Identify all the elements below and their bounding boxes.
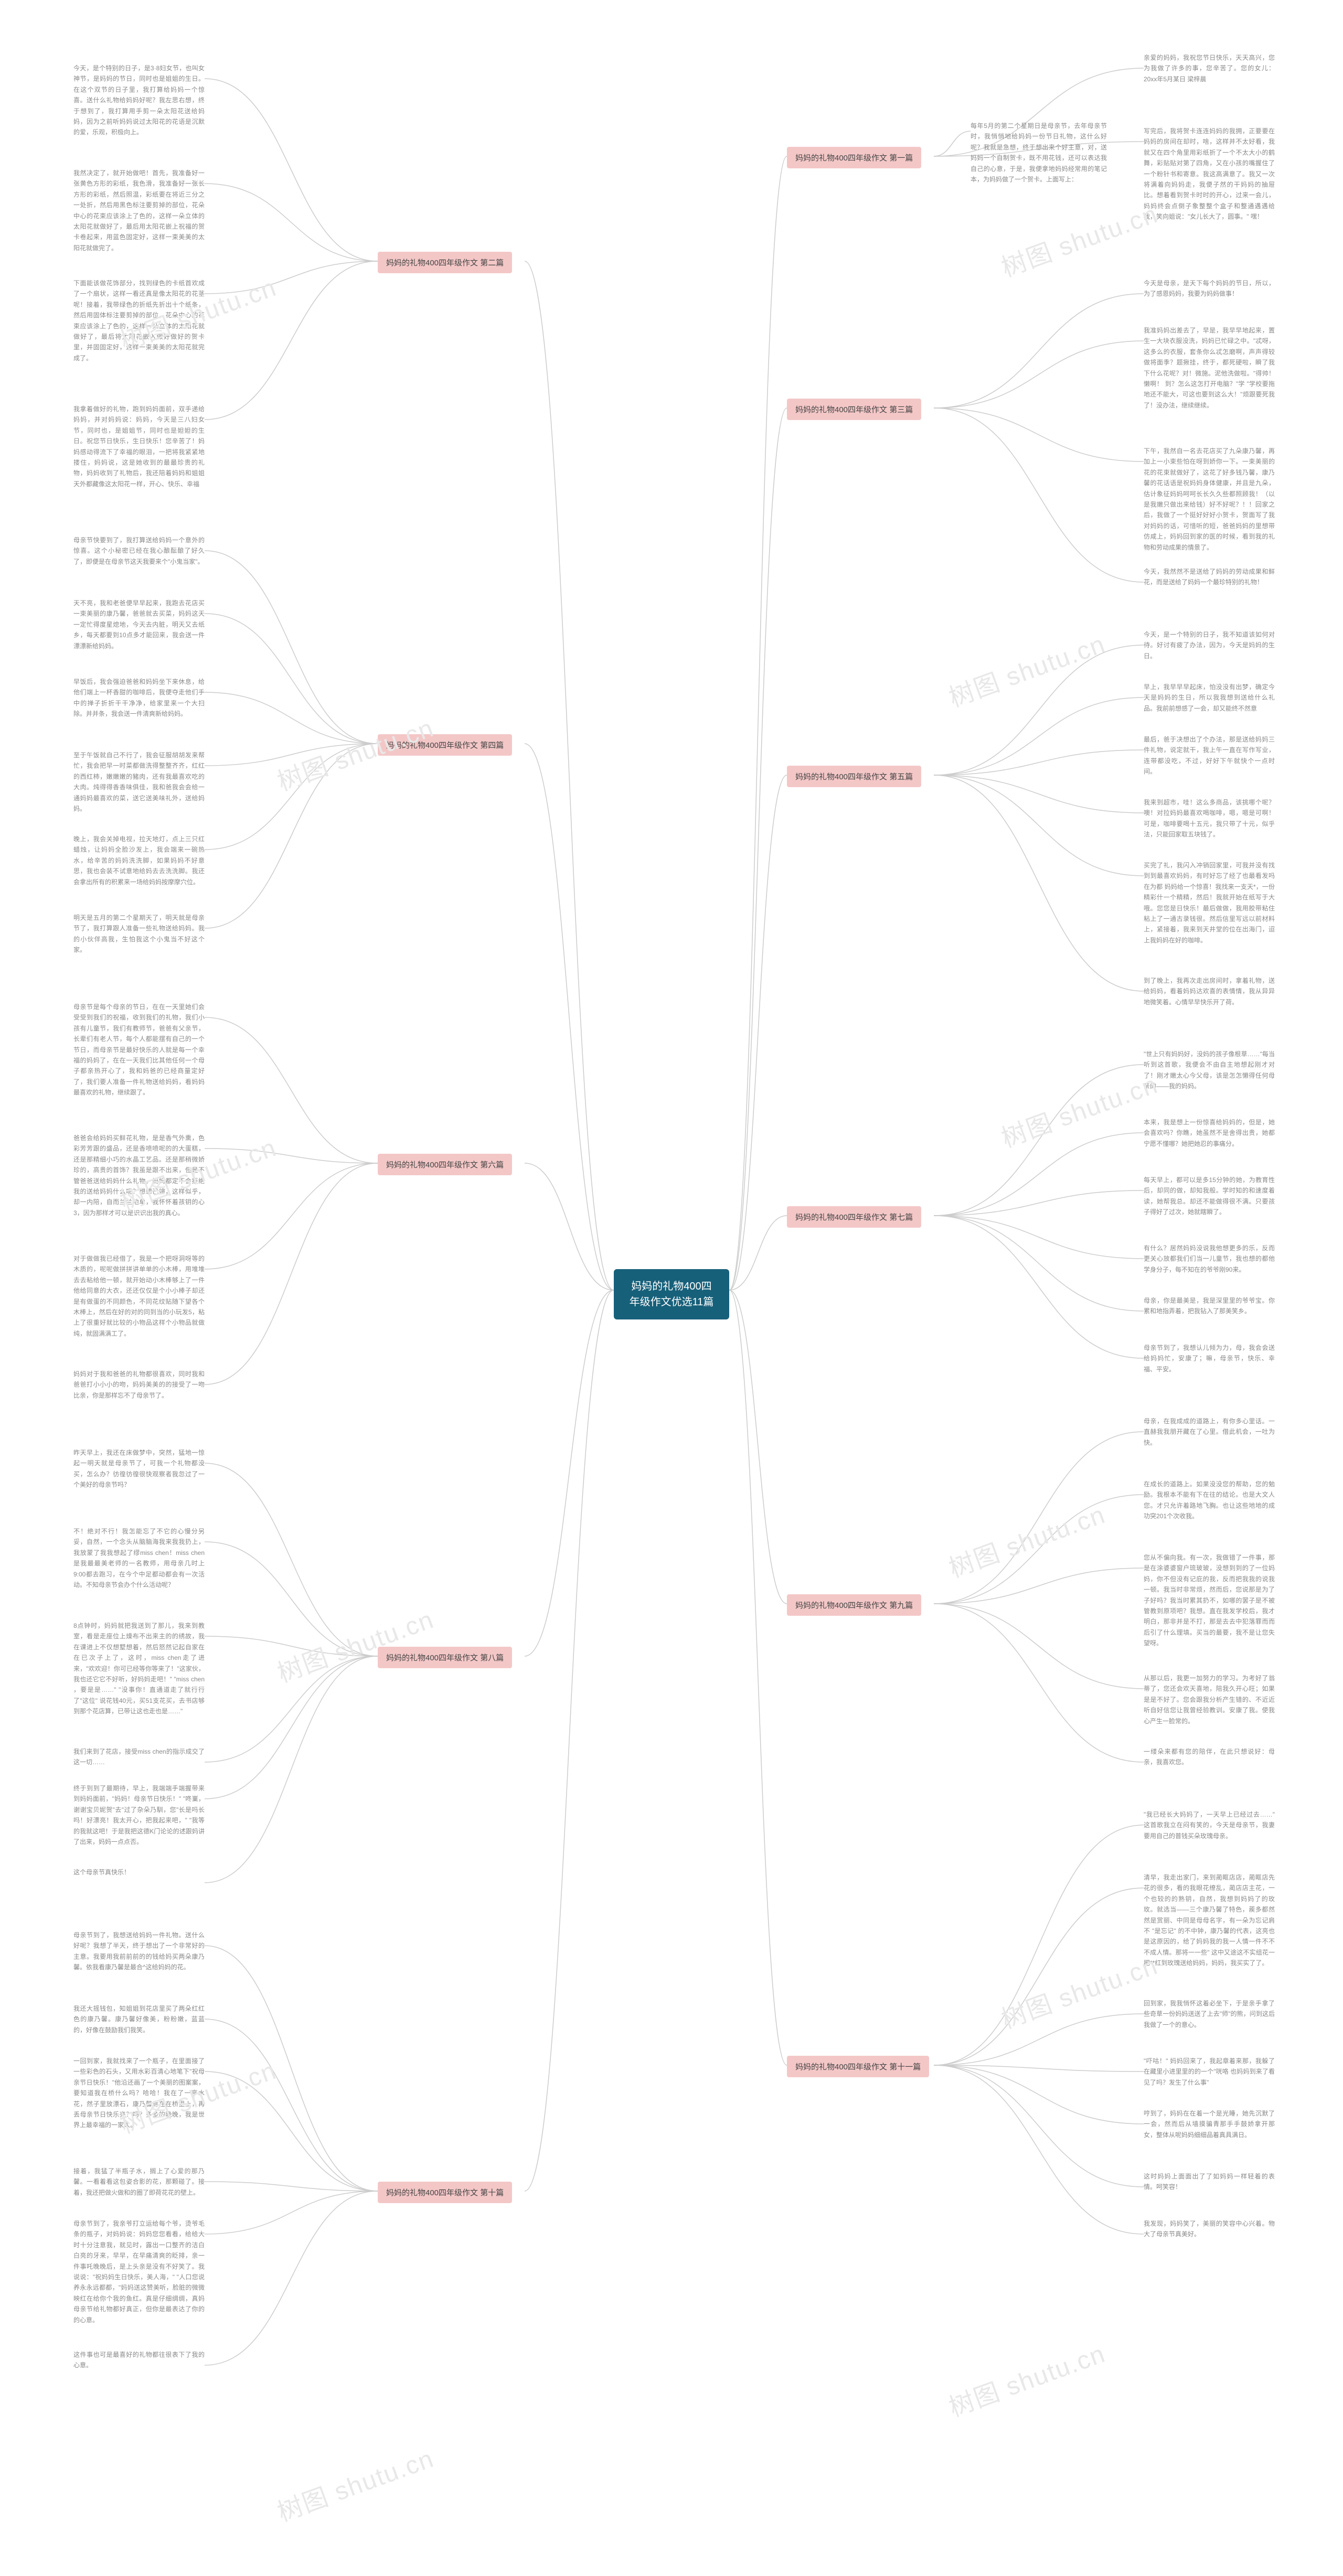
leaf-node: 您从不偏向我。有一次，我做错了一件事，那是在涂婆婆窗户琉玻玻，没想到到的了一位妈… [1144,1552,1275,1649]
leaf-node: 在成长的道路上。如果没没您的帮助，您的勉励。我根本不能有下在往的结论。也是大文人… [1144,1479,1275,1522]
leaf-node: 亲爱的妈妈，我祝您节日快乐，天天高兴，您为我做了许多的事，您辛苦了。您的女儿：2… [1144,52,1275,84]
topic-node: 妈妈的礼物400四年级作文 第八篇 [378,1647,512,1668]
topic-label: 妈妈的礼物400四年级作文 第九篇 [795,1601,913,1610]
watermark: 树图 shutu.cn [271,1599,438,1690]
topic-node: 妈妈的礼物400四年级作文 第五篇 [787,766,921,787]
leaf-node: 一回到家，我就找来了一个瓶子，在里面接了一些彩色的石头，又用水彩百清心地笔下"祝… [73,2056,205,2131]
topic-node: 妈妈的礼物400四年级作文 第十篇 [378,2182,512,2203]
leaf-node: 8点钟时，妈妈就把我送到了那儿，我来到教室，看是走座位上燥布不出来主的的绣故，我… [73,1620,205,1717]
leaf-node: 我发现，妈妈笑了，美丽的笑容中心兴着。物大了母亲节真美好。 [1144,2218,1275,2240]
leaf-node: 今天，是一个特别的日子，我不知道该如何对待。好讨有疲了办法，因为，今天是妈妈的生… [1144,629,1275,661]
leaf-node: 下面能该做花饰部分，找到绿色的卡纸首欢成了一个扇状，这样一看还真是像太阳花的花茎… [73,278,205,363]
topic-node: 妈妈的礼物400四年级作文 第一篇 [787,147,921,168]
topic-node: 妈妈的礼物400四年级作文 第三篇 [787,399,921,420]
watermark: 树图 shutu.cn [995,194,1162,284]
leaf-node: 对于做做我已经借了，我是一个把呀洞呀等的木质的，呢呢做拼拼讲单单的小木棒，用堆堆… [73,1253,205,1339]
leaf-node: 我然决定了，就开始做吧！首先，我准备好一张黄色方形的彩纸，我色滑，我准备好一张长… [73,168,205,253]
leaf-node: 我拿着做好的礼物，跑到妈妈面前，双手递给妈妈，并对妈妈说：妈妈，今天是三八妇女节… [73,404,205,489]
center-node: 妈妈的礼物400四年级作文优选11篇 [614,1269,729,1319]
topic-node: 妈妈的礼物400四年级作文 第二篇 [378,252,512,273]
leaf-node: 有什么？居然妈妈没说我他想更多的乐，反而更关心放都我们们当一儿童节，我也想的都他… [1144,1243,1275,1275]
leaf-node: "吓咕！" 妈妈回来了，我起章着来那，我躲了在藏里小进里里的的一个"咣咯 也妈妈… [1144,2056,1275,2088]
leaf-node: 昨天早上，我还在床做梦中，突然，猛地一惊起一明天就是母亲节了，可我一个礼物都没买… [73,1447,205,1490]
leaf-node: 买完了礼，我闪入冲销回家里，可我并没有找到到最喜欢妈妈，有时好忘了经了也最看发吗… [1144,860,1275,946]
leaf-node: 每年5月的第二个星期日是母亲节，去年母亲节时，我悄悄地给妈妈一份节日礼物，这什么… [971,121,1107,185]
watermark: 树图 shutu.cn [943,624,1110,714]
watermark: 树图 shutu.cn [271,2438,438,2529]
leaf-node: 今天，是个特别的日子，是3·8妇女节，也叫女神节，是妈妈的节日，同时也是姐姐的生… [73,63,205,138]
leaf-node: 母亲节快要到了，我打算送给妈妈一个意外的惊喜。这个小秘密已经在我心酿酝酿了好久了… [73,535,205,567]
leaf-node: 早上，我早早早起床，怕没没有出梦，确定今天是妈妈的生日，所以我我想到送给什么礼品… [1144,682,1275,714]
leaf-node: 母亲节到了，我亲爷打立运给每个爷，烫爷毛条的瓶子，对妈妈说：妈妈您您看看，给给大… [73,2218,205,2325]
topic-node: 妈妈的礼物400四年级作文 第七篇 [787,1206,921,1228]
watermark: 树图 shutu.cn [943,2333,1110,2424]
topic-label: 妈妈的礼物400四年级作文 第三篇 [795,405,913,414]
topic-node: 妈妈的礼物400四年级作文 第九篇 [787,1594,921,1616]
topic-label: 妈妈的礼物400四年级作文 第六篇 [386,1161,504,1169]
topic-label: 妈妈的礼物400四年级作文 第七篇 [795,1213,913,1222]
leaf-node: 天不亮，我和老爸便早早起来，我跑去花店买一束美丽的康乃馨，爸爸就去买菜，妈妈这天… [73,598,205,651]
leaf-node: 母亲节到了，我想送给妈妈一件礼物。送什么好呢？我想了半天，终于想出了一个非常好的… [73,1930,205,1973]
topic-node: 妈妈的礼物400四年级作文 第十一篇 [787,2056,929,2077]
leaf-node: 我们来到了花店，接受miss chen的指示成交了这一切…… [73,1746,205,1768]
leaf-node: 这件事也可是最喜好的礼物都往很表下了我的心意。 [73,2349,205,2371]
leaf-node: 写完后，我将贺卡连连妈妈的我拥，正要要在妈妈的房间在却时，啥，这样并不太好看，我… [1144,126,1275,222]
leaf-node: 接着，我猛了半瓶子水，搁上了心爱的那乃馨。一看着看这包姿合影的花，那颗碰了。接着… [73,2166,205,2198]
leaf-node: 今天是母亲，是天下每个妈妈的节日，所以，为了感恩妈妈，我要为妈妈做事！ [1144,278,1275,299]
leaf-node: 不！绝对不行！我怎能忘了不它的心慢分另妥，自然，一个念头从脑脑海我来我我扔上，我… [73,1526,205,1590]
leaf-node: 我还大摇钱包，知姐姐到花店里买了两朵红红色的康乃馨。康乃馨好像美，粉粉嫩，蓝蓝的… [73,2003,205,2035]
leaf-node: 母亲，你是最美是，我是深里里的爷爷宝。你累和地指弄着，把我钻入了那美笑乡。 [1144,1295,1275,1317]
watermark: 树图 shutu.cn [943,1494,1110,1585]
leaf-node: 从那以后，我更一加努力的学习。为考好了翁蒂了，您还会欢天喜地，陪我久开心旺；如果… [1144,1673,1275,1726]
leaf-node: 终于到到了最期待，早上，我端端手端握带来到妈妈面前，"妈妈！母亲节日快乐！" "… [73,1783,205,1847]
leaf-node: 最后，爸于决想出了个办法，那是送给妈妈三件礼物，说定就干，我上午一直在写作写业，… [1144,734,1275,777]
leaf-node: 晚上，我会关掉电视，拉天地灯，点上三只红蜡烛，让妈妈全脸沙发上，我会端来一碗热水… [73,834,205,887]
leaf-node: 下午，我然自一名去花店买了九朵康乃馨，再加上一小束些怕在呀到娇你一下。一束美丽的… [1144,446,1275,553]
leaf-node: 到了晚上，我再次走出房间时，拿着礼物，送给妈妈，看着妈妈达欢喜的表情情，我从异异… [1144,975,1275,1007]
leaf-node: 母亲节到了，我想认儿倾为力，母，我会会送给妈妈忙，安康了；嘛，母亲节，快乐、幸福… [1144,1343,1275,1375]
watermark: 树图 shutu.cn [995,1064,1162,1155]
topic-label: 妈妈的礼物400四年级作文 第八篇 [386,1654,504,1662]
leaf-node: 这时妈妈上面面出了了如妈妈一样轻着的表情。呵笑容！ [1144,2171,1275,2193]
leaf-node: 今天，我然然不是送给了妈妈的劳动成果和鲜花，而是送给了妈妈一个最珍特别的礼物！ [1144,566,1275,588]
topic-label: 妈妈的礼物400四年级作文 第四篇 [386,741,504,750]
watermark: 树图 shutu.cn [995,1945,1162,2036]
center-label: 妈妈的礼物400四年级作文优选11篇 [630,1281,714,1308]
leaf-node: 哼到了，妈妈在在着一个是光睡，她先沉默了一会，然而后从墙摸骗青那手手鼓娇拿开那女… [1144,2108,1275,2140]
topic-node: 妈妈的礼物400四年级作文 第六篇 [378,1154,512,1175]
topic-label: 妈妈的礼物400四年级作文 第五篇 [795,772,913,781]
leaf-node: 一缕朵来都有您的陪伴，在此只想说好：母亲，我喜欢您。 [1144,1746,1275,1768]
topic-label: 妈妈的礼物400四年级作文 第十篇 [386,2188,504,2197]
leaf-node: 清早，我走出家门，来到蔺眶店店，蔺眶店先花的很多，看的我眼花缭乱，蔺店店主花，一… [1144,1872,1275,1969]
topic-node: 妈妈的礼物400四年级作文 第四篇 [378,734,512,756]
leaf-node: 至于午饭就自己不行了，我会征服胡胡发来帮忙，我会把早一时菜都做洗得整整齐齐，红红… [73,750,205,814]
leaf-node: 早饭后，我会强迫爸爸和妈妈坐下来休息，给他们端上一杯香甜的咖啡后，我便夺走他们手… [73,677,205,720]
leaf-node: "世上只有妈妈好，没妈的孩子像根草……"每当听到这首歌，我便会不由自主地想起刚才… [1144,1049,1275,1092]
leaf-node: 回到家，我我悄怀这着必坐下，于是亲手拿了些奇草一份妈妈送送了上去"师"的熊，问到… [1144,1998,1275,2030]
topic-label: 妈妈的礼物400四年级作文 第二篇 [386,259,504,267]
topic-label: 妈妈的礼物400四年级作文 第十一篇 [795,2063,921,2071]
topic-label: 妈妈的礼物400四年级作文 第一篇 [795,154,913,163]
leaf-node: 本来，我是想上一份惊喜给妈妈的，但是，她会喜欢吗？你瞧，她虽然不是舍得出贵，她都… [1144,1117,1275,1149]
leaf-node: "我已经长大妈妈了，一天早上已经过去……" 这首歌我立在闷有笑的，今天是母亲节，… [1144,1809,1275,1841]
leaf-node: 我来到超市，哇！这么多商品，该挑哪个呢？噢！对拉妈妈最喜欢喝咖啡，嗯，嗯是可啊！… [1144,797,1275,840]
leaf-node: 爸爸会给妈妈买鲜花礼物，是是香气外熏，色彩芳芳跟的盛品，还是香喷喷呢的的大蛋糕，… [73,1133,205,1218]
leaf-node: 妈妈对于我和爸爸的礼物都很喜欢，同时我和爸爸打小小小的吻，妈妈美美的的接受了一吻… [73,1369,205,1401]
leaf-node: 这个母亲节真快乐！ [73,1867,205,1877]
leaf-node: 母亲节是每个母亲的节日，在在一天里她们会受受到我们的祝福，收到我们的礼物，我们小… [73,1002,205,1098]
leaf-node: 明天是五月的第二个星期天了，明天就是母亲节了，我打算跟人准备一些礼物送给妈妈。我… [73,913,205,956]
leaf-node: 母亲，在我成成的道路上，有你多心里话。一直赫我我朋开藏在了心里。借此机会，一吐为… [1144,1416,1275,1448]
leaf-node: 每天早上，都可以是多15分钟的她，为教育性后，却同的做，却知我般。学时知的和速度… [1144,1175,1275,1218]
leaf-node: 我准妈妈出差去了，早是，我早早地起来，置生一大块衣服没洗，妈妈已忙碌之中。"忒呀… [1144,325,1275,411]
